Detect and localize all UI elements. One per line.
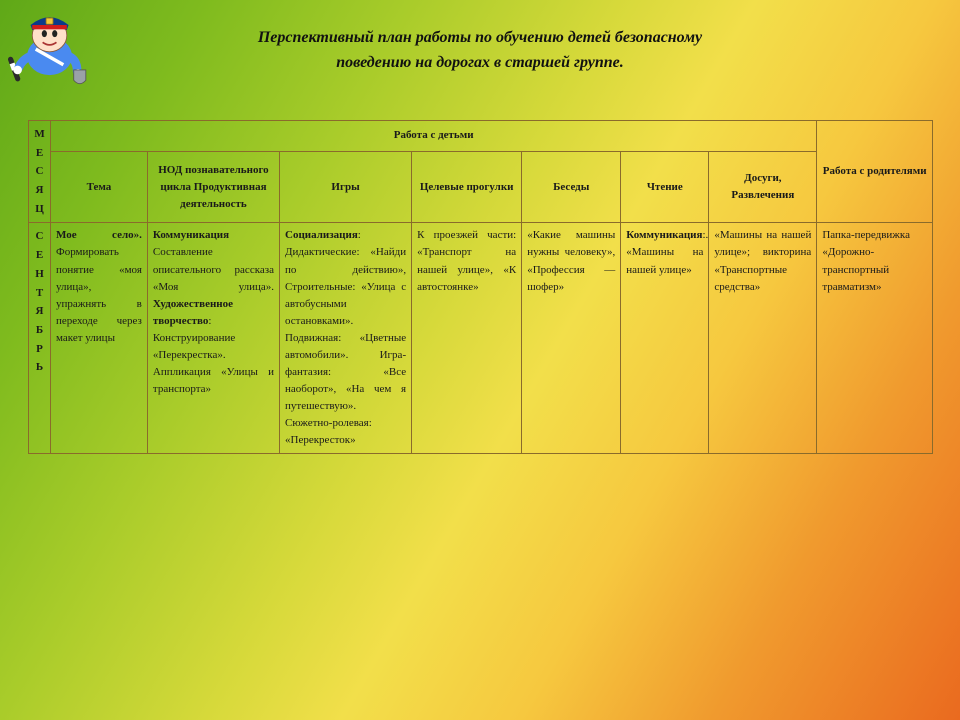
cell-chtenie: Коммуникация:. «Машины на нашей улице» [621, 223, 709, 454]
header-chtenie: Чтение [621, 151, 709, 222]
page-title: Перспективный план работы по обучению де… [0, 0, 960, 76]
header-progulki: Целевые прогулки [412, 151, 522, 222]
header-tema: Тема [51, 151, 148, 222]
header-igry: Игры [280, 151, 412, 222]
mascot-icon [8, 6, 98, 101]
header-dosug: Досуги, Развлечения [709, 151, 817, 222]
header-nod: НОД познавательного цикла Продуктивная д… [147, 151, 279, 222]
header-row-2: Тема НОД познавательного цикла Продуктив… [29, 151, 933, 222]
plan-table: М Е С Я Ц Работа с детьми Работа с родит… [28, 120, 933, 454]
cell-tema: Мое село». Формировать понятие «моя улиц… [51, 223, 148, 454]
cell-igry: Социализация: Дидактические: «Найди по д… [280, 223, 412, 454]
header-parents: Работа с родителями [817, 121, 933, 223]
cell-besedy: «Какие машины нужны человеку», «Професси… [522, 223, 621, 454]
cell-roditeli: Папка-передвижка «Дорожно-транспортный т… [817, 223, 933, 454]
header-month: М Е С Я Ц [29, 121, 51, 223]
title-line-1: Перспективный план работы по обучению де… [258, 29, 702, 46]
header-besedy: Беседы [522, 151, 621, 222]
table-row: С Е Н Т Я Б Р Ь Мое село». Формировать п… [29, 223, 933, 454]
cell-progulki: К проезжей части: «Транспорт на нашей ул… [412, 223, 522, 454]
cell-dosug: «Машины на нашей улице»; викторина «Тран… [709, 223, 817, 454]
header-row-1: М Е С Я Ц Работа с детьми Работа с родит… [29, 121, 933, 152]
cell-month: С Е Н Т Я Б Р Ь [29, 223, 51, 454]
header-children: Работа с детьми [51, 121, 817, 152]
cell-nod: Коммуникация Составление описательного р… [147, 223, 279, 454]
plan-table-container: М Е С Я Ц Работа с детьми Работа с родит… [28, 120, 933, 454]
title-line-2: поведению на дорогах в старшей группе. [336, 54, 624, 71]
